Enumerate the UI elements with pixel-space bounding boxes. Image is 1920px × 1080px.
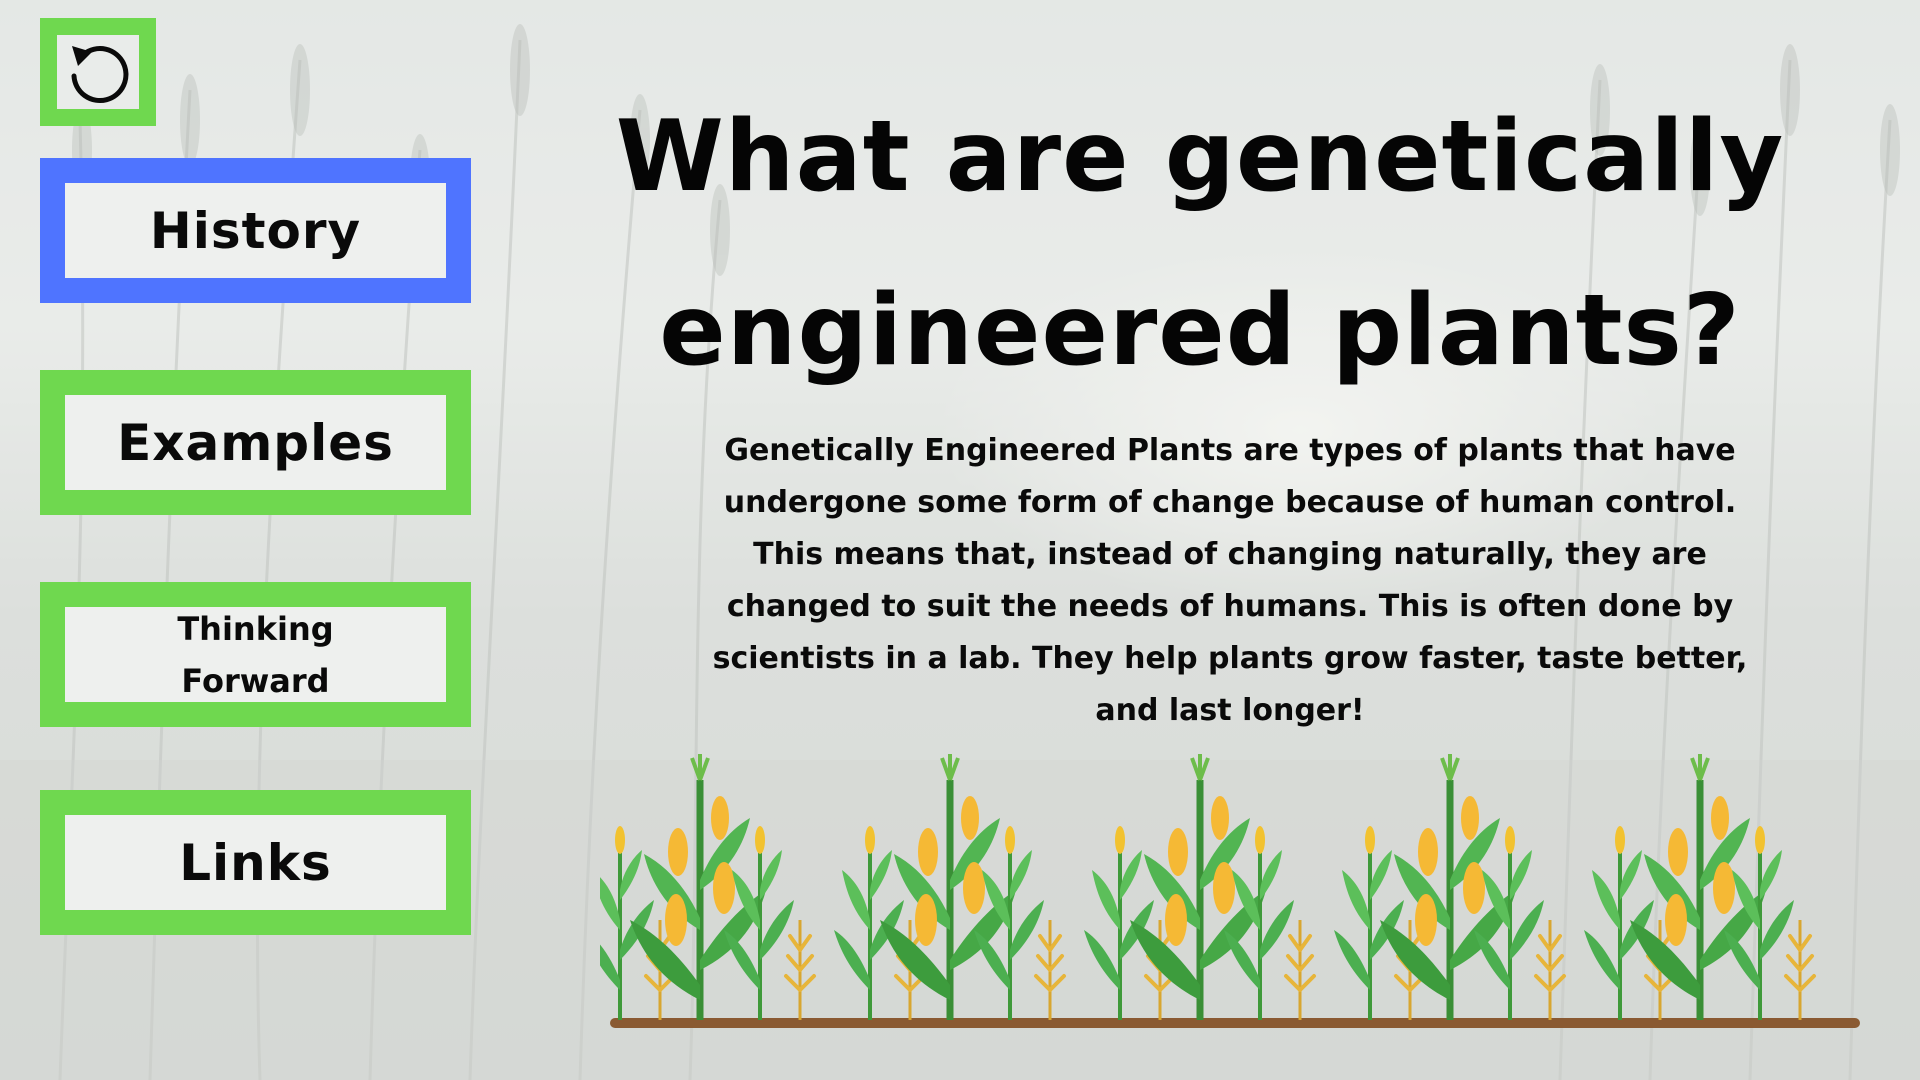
nav-button-examples[interactable]: Examples	[40, 370, 471, 515]
nav-button-history[interactable]: History	[40, 158, 471, 303]
reset-icon	[71, 46, 129, 103]
description-text: Genetically Engineered Plants are types …	[712, 433, 1748, 728]
nav-button-label: Thinking Forward	[177, 609, 334, 700]
nav-button-label: Examples	[117, 413, 394, 472]
nav-button-label: History	[149, 201, 362, 260]
reset-button[interactable]	[40, 18, 156, 126]
nav-button-thinking-forward[interactable]: Thinking Forward	[40, 582, 471, 727]
nav-button-links[interactable]: Links	[40, 790, 471, 935]
page-title: What are genetically engineered plants?	[615, 100, 1785, 388]
nav-button-label: Links	[179, 833, 332, 892]
corn-plants-illustration	[600, 750, 1860, 1028]
